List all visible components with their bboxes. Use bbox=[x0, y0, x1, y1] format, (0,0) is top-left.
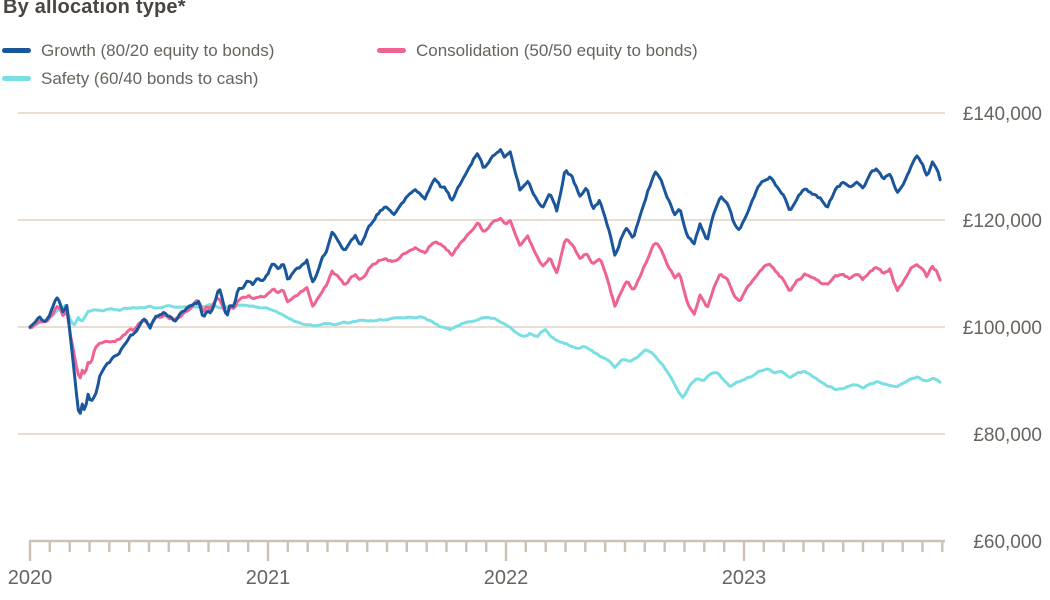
gridlines-group bbox=[18, 112, 945, 435]
y-axis-label: £140,000 bbox=[963, 104, 1042, 125]
safety-line bbox=[28, 303, 942, 399]
y-axis-label: £80,000 bbox=[973, 425, 1042, 446]
chart-title: By allocation type* bbox=[3, 0, 186, 18]
legend-item-growth: Growth (80/20 equity to bonds) bbox=[2, 40, 275, 60]
legend-item-consolidation: Consolidation (50/50 equity to bonds) bbox=[377, 40, 698, 60]
growth-line bbox=[28, 148, 942, 415]
x-axis-group bbox=[28, 539, 945, 561]
y-axis-label: £100,000 bbox=[963, 318, 1042, 339]
safety-line-swatch-icon bbox=[2, 76, 31, 81]
consolidation-line bbox=[28, 216, 942, 380]
axis-labels-group: 2020 2021 2022 2023 £140,000 £120,000 £100,000… bbox=[8, 104, 1042, 589]
x-axis-year-label: 2020 bbox=[8, 567, 53, 589]
y-axis-label: £120,000 bbox=[963, 211, 1042, 232]
legend-item-safety: Safety (60/40 bonds to cash) bbox=[2, 68, 259, 88]
legend-label-safety: Safety (60/40 bonds to cash) bbox=[41, 68, 259, 88]
legend-label-growth: Growth (80/20 equity to bonds) bbox=[41, 40, 275, 60]
x-axis-year-label: 2022 bbox=[484, 567, 529, 589]
legend-label-consolidation: Consolidation (50/50 equity to bonds) bbox=[416, 40, 698, 60]
data-series-group bbox=[28, 148, 942, 415]
x-axis-year-label: 2023 bbox=[722, 567, 767, 589]
x-axis-year-label: 2021 bbox=[246, 567, 291, 589]
y-axis-label: £60,000 bbox=[973, 532, 1042, 553]
consolidation-line-swatch-icon bbox=[377, 48, 406, 53]
growth-line-swatch-icon bbox=[2, 48, 31, 53]
